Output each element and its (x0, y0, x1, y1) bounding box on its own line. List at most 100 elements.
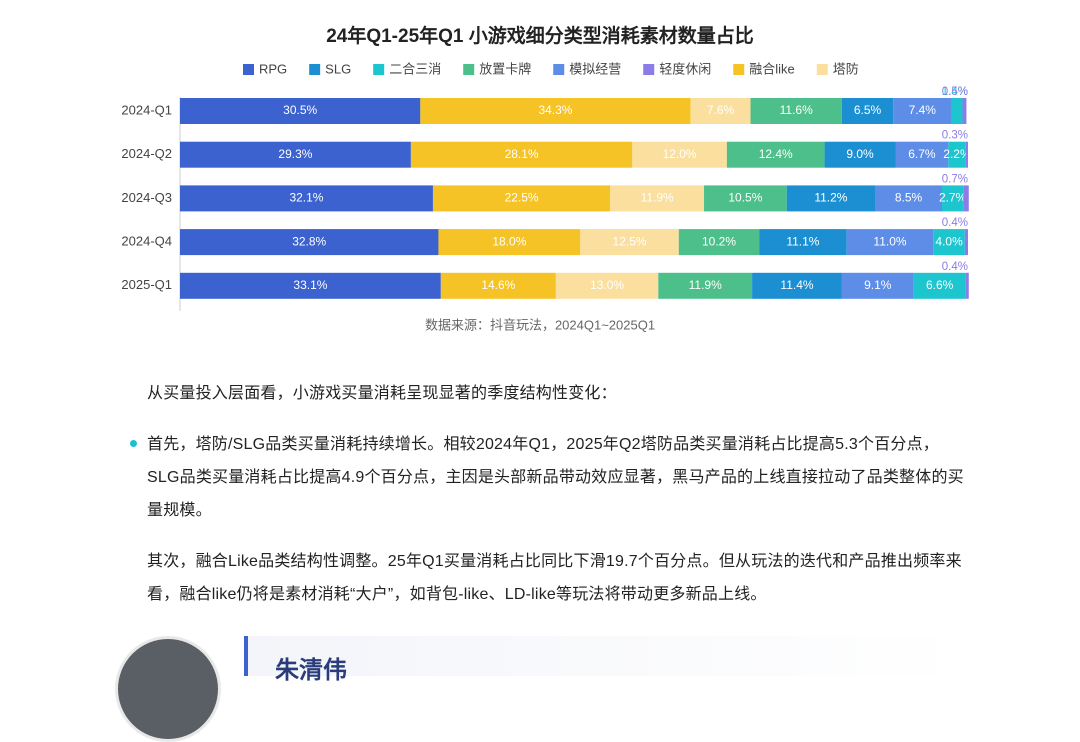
bar-segment (678, 229, 760, 256)
value-label: 6.7% (908, 147, 936, 161)
legend-swatch (816, 64, 828, 75)
value-label: 34.3% (538, 103, 572, 117)
value-label: 32.1% (289, 191, 323, 205)
bar-segment (420, 98, 691, 124)
bar-segment (180, 272, 441, 299)
value-label: 13.0% (590, 278, 624, 292)
quote-bar (244, 636, 248, 676)
bar-segment (841, 272, 914, 299)
value-label: 7.4% (909, 103, 937, 117)
value-label: 6.6% (926, 278, 954, 292)
legend-swatch (243, 64, 254, 75)
legend-swatch (373, 64, 385, 75)
value-label: 0.5% (942, 86, 968, 98)
y-tick-label: 2024-Q3 (121, 190, 172, 205)
legend-swatch (553, 64, 565, 75)
bar-segment (824, 141, 896, 168)
bar-segment (690, 98, 751, 124)
value-label: 0.7% (942, 173, 968, 185)
legend-label: SLG (325, 61, 351, 76)
bar-segment (555, 272, 659, 299)
value-label: 12.5% (613, 234, 647, 248)
bar-segment (726, 141, 825, 168)
bullet-dot (130, 440, 137, 447)
bullet-text: 首先，塔防/SLG品类买量消耗持续增长。相较2024年Q1，2025年Q2塔防品… (147, 436, 964, 519)
legend-label: RPG (259, 61, 287, 76)
bar-segment (964, 229, 968, 256)
bar-segment (180, 141, 411, 168)
value-label: 28.1% (505, 147, 539, 161)
value-label: 33.1% (293, 278, 327, 292)
value-label: 11.2% (814, 191, 847, 205)
bar-segment (432, 185, 611, 212)
bar-segment (752, 272, 842, 299)
value-label: 8.5% (895, 191, 923, 205)
value-label: 0.3% (942, 130, 968, 142)
source-note: 数据来源：抖音玩法，2024Q1~2025Q1 (425, 317, 655, 332)
value-label: 2.2% (943, 147, 971, 161)
value-label: 32.8% (292, 234, 326, 248)
bar-segment (610, 185, 705, 212)
bar-segment (440, 272, 556, 299)
chart: 24年Q1-25年Q1 小游戏细分类型消耗素材数量占比 数据来源：抖音玩法，20… (121, 24, 971, 332)
bar-segment (658, 272, 753, 299)
value-label: 22.5% (505, 191, 539, 205)
bar-segment (963, 185, 969, 212)
bar-segment (948, 141, 966, 168)
value-label: 11.6% (780, 103, 813, 117)
value-label: 7.6% (707, 103, 735, 117)
value-label: 11.9% (641, 191, 674, 205)
bar-segment (846, 229, 934, 256)
value-label: 4.0% (935, 234, 963, 248)
legend-label: 二合三消 (389, 61, 441, 76)
bar-segment (913, 272, 966, 299)
y-tick-label: 2024-Q2 (121, 146, 172, 161)
chart-title: 24年Q1-25年Q1 小游戏细分类型消耗素材数量占比 (326, 24, 754, 47)
legend-swatch (463, 64, 475, 75)
intro-text: 从买量投入层面看，小游戏买量消耗呈现显著的季度结构性变化： (147, 385, 617, 402)
bar-segment (704, 185, 787, 212)
bar-segment (632, 141, 727, 168)
bar-segment (941, 185, 964, 212)
bar-segment (180, 98, 421, 124)
value-label: 1.4% (942, 86, 968, 98)
avatar (115, 636, 221, 742)
value-label: 0.4% (942, 217, 968, 229)
value-label: 11.9% (689, 278, 722, 292)
bar-segment (965, 141, 968, 168)
value-label: 6.5% (854, 103, 882, 117)
value-label: 12.4% (759, 147, 793, 161)
y-tick-label: 2024-Q4 (121, 234, 172, 249)
value-label: 9.0% (846, 147, 874, 161)
y-tick-label: 2024-Q1 (121, 102, 172, 117)
bar-segment (410, 141, 633, 168)
bar-segment (965, 272, 969, 299)
bar-segment (895, 141, 949, 168)
author-name: 朱清伟 (275, 657, 347, 684)
bar-segment (786, 185, 876, 212)
legend-swatch (309, 64, 321, 75)
legend-label: 模拟经营 (569, 61, 621, 76)
legend-label: 塔防 (833, 61, 859, 76)
value-label: 11.1% (786, 234, 819, 248)
legend-label: 放置卡牌 (479, 61, 531, 76)
value-label: 11.0% (873, 234, 906, 248)
value-label: 30.5% (283, 103, 317, 117)
bar-segment (180, 185, 433, 212)
bar-segment (750, 98, 842, 124)
value-label: 10.5% (728, 191, 762, 205)
bar-segment (759, 229, 847, 256)
bar-segment (180, 229, 439, 256)
bar-segment (962, 98, 967, 124)
value-label: 11.4% (780, 278, 813, 292)
bar-segment (580, 229, 679, 256)
value-label: 12.0% (663, 147, 697, 161)
bar-segment (438, 229, 581, 256)
quote-panel (248, 636, 968, 676)
value-label: 18.0% (492, 234, 526, 248)
value-label: 10.2% (702, 234, 736, 248)
bar-segment (841, 98, 894, 124)
legend-swatch (643, 64, 655, 75)
bar-segment (951, 98, 963, 124)
value-label: 29.3% (278, 147, 312, 161)
